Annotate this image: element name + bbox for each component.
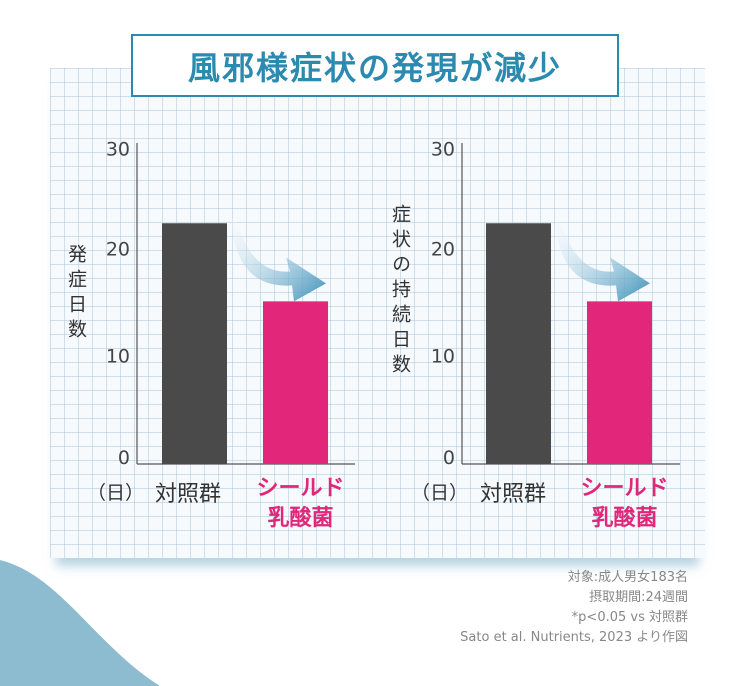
- unit-label-left: （日）: [87, 482, 145, 504]
- y-tick-label-0-10: 10: [106, 346, 130, 368]
- grid-background: [50, 68, 705, 558]
- decrease-arrow-1: [555, 215, 650, 302]
- note-subjects: 対象:成人男女183名: [567, 570, 688, 585]
- y-tick-label-1-0: 0: [443, 447, 455, 469]
- y-axis-label-right: 症状の持続日数: [389, 204, 411, 379]
- y-axis-label-left: 発症日数: [65, 244, 87, 344]
- note-source: Sato et al. Nutrients, 2023 より作図: [460, 630, 688, 645]
- note-significance: *p<0.05 vs 対照群: [571, 610, 688, 625]
- unit-label-right: （日）: [411, 482, 469, 504]
- category-label-product-left: シールド 乳酸菌: [256, 476, 345, 531]
- page-title: 風邪様症状の発現が減少: [187, 48, 562, 87]
- footnotes: 対象:成人男女183名 摂取期間:24週間 *p<0.05 vs 対照群 Sat…: [460, 568, 688, 648]
- y-tick-label-0-30: 30: [106, 139, 130, 161]
- y-tick-label-1-10: 10: [431, 346, 455, 368]
- bar-1-0: [486, 223, 551, 464]
- bar-0-1: [263, 301, 328, 464]
- bar-1-1: [587, 301, 652, 464]
- y-tick-label-1-30: 30: [431, 139, 455, 161]
- bar-0-0: [162, 223, 227, 464]
- category-label-product-right: シールド 乳酸菌: [580, 476, 669, 531]
- y-tick-label-0-20: 20: [106, 239, 130, 261]
- y-tick-label-0-0: 0: [118, 447, 130, 469]
- category-label-control-left: 対照群: [155, 482, 222, 507]
- note-period: 摂取期間:24週間: [589, 590, 688, 605]
- title-box: 風邪様症状の発現が減少: [131, 34, 619, 97]
- decrease-arrow-0: [231, 215, 326, 302]
- category-label-control-right: 対照群: [480, 482, 547, 507]
- y-tick-label-1-20: 20: [431, 239, 455, 261]
